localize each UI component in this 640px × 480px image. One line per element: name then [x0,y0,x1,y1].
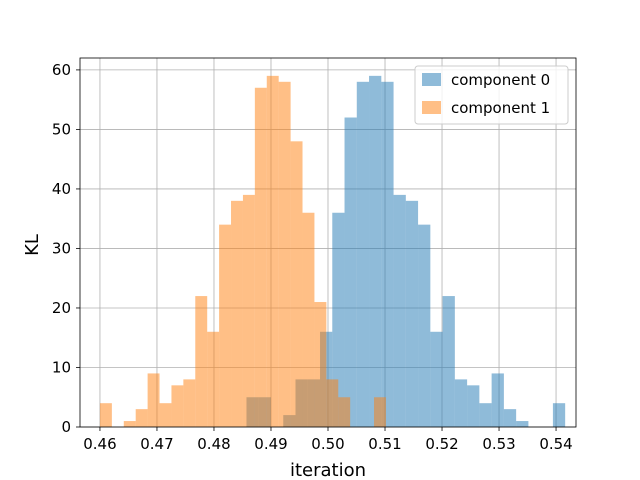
x-tick-label: 0.53 [482,435,515,453]
histogram-bar-series-0 [430,331,443,427]
legend-swatch [422,73,441,86]
histogram-bar-series-1 [290,141,303,428]
y-tick-label: 10 [52,358,71,376]
histogram-bar-series-1 [171,385,184,427]
histogram-bar-series-1 [242,194,255,427]
histogram-bar-series-0 [552,403,566,427]
histogram-bar-series-1 [302,212,315,427]
x-tick-label: 0.50 [311,435,344,453]
y-tick-label: 30 [52,239,71,257]
y-axis-label: KL [22,234,43,256]
legend-box [414,65,569,125]
histogram-bar-series-1 [314,302,327,427]
histogram-bar-series-0 [393,194,406,427]
histogram-bar-series-1 [99,403,112,427]
legend-swatch [422,101,441,114]
x-tick-label: 0.51 [368,435,401,453]
x-tick-label: 0.46 [83,435,116,453]
histogram-bar-series-0 [442,296,455,427]
y-tick-label: 60 [52,61,71,79]
histogram-bar-series-1 [374,397,386,427]
histogram-bar-series-1 [231,200,243,427]
histogram-bar-series-1 [147,373,160,427]
histogram-bar-series-0 [516,421,529,427]
y-tick-label: 40 [52,180,71,198]
histogram-bars [99,75,566,428]
histogram-bar-series-0 [344,117,357,428]
histogram-bar-series-1 [183,379,196,427]
histogram-bar-series-0 [356,81,370,427]
histogram-bar-series-1 [207,331,220,427]
x-tick-label: 0.52 [425,435,458,453]
legend-label: component 1 [451,99,550,117]
axis-ticks: 0.46 0.47 0.48 0.49 0.50 0.51 0.52 0.53 0.54 0 10 2… [52,61,573,453]
x-axis-label: iteration [290,460,366,480]
histogram-bar-series-0 [332,212,345,427]
histogram-bar-series-1 [326,379,339,427]
legend: component 0 component 1 [414,65,569,125]
histogram-bar-series-0 [454,379,468,427]
histogram-bar-series-1 [278,81,291,427]
x-tick-label: 0.48 [197,435,230,453]
legend-label: component 0 [451,71,550,89]
histogram-bar-series-1 [123,421,136,427]
histogram-bar-series-1 [219,224,232,427]
x-tick-label: 0.49 [254,435,287,453]
y-tick-label: 50 [52,120,71,138]
histogram-bar-series-0 [418,224,431,427]
histogram-bar-series-1 [266,75,279,428]
x-tick-label: 0.54 [539,435,572,453]
histogram-bar-series-1 [159,403,172,427]
histogram-bar-series-0 [467,385,480,427]
histogram-bar-series-0 [405,200,419,427]
histogram-bar-series-0 [369,75,382,428]
histogram-bar-series-1 [338,397,351,427]
histogram-bar-series-0 [381,81,394,427]
y-tick-label: 20 [52,299,71,317]
histogram-bar-series-0 [479,403,492,427]
x-tick-label: 0.47 [140,435,173,453]
histogram-bar-series-0 [503,409,517,427]
histogram-bar-series-0 [491,373,504,427]
y-tick-label: 0 [61,418,71,436]
histogram-bar-series-1 [195,296,208,427]
histogram-bar-series-1 [254,87,267,428]
histogram-bar-series-1 [135,409,148,427]
